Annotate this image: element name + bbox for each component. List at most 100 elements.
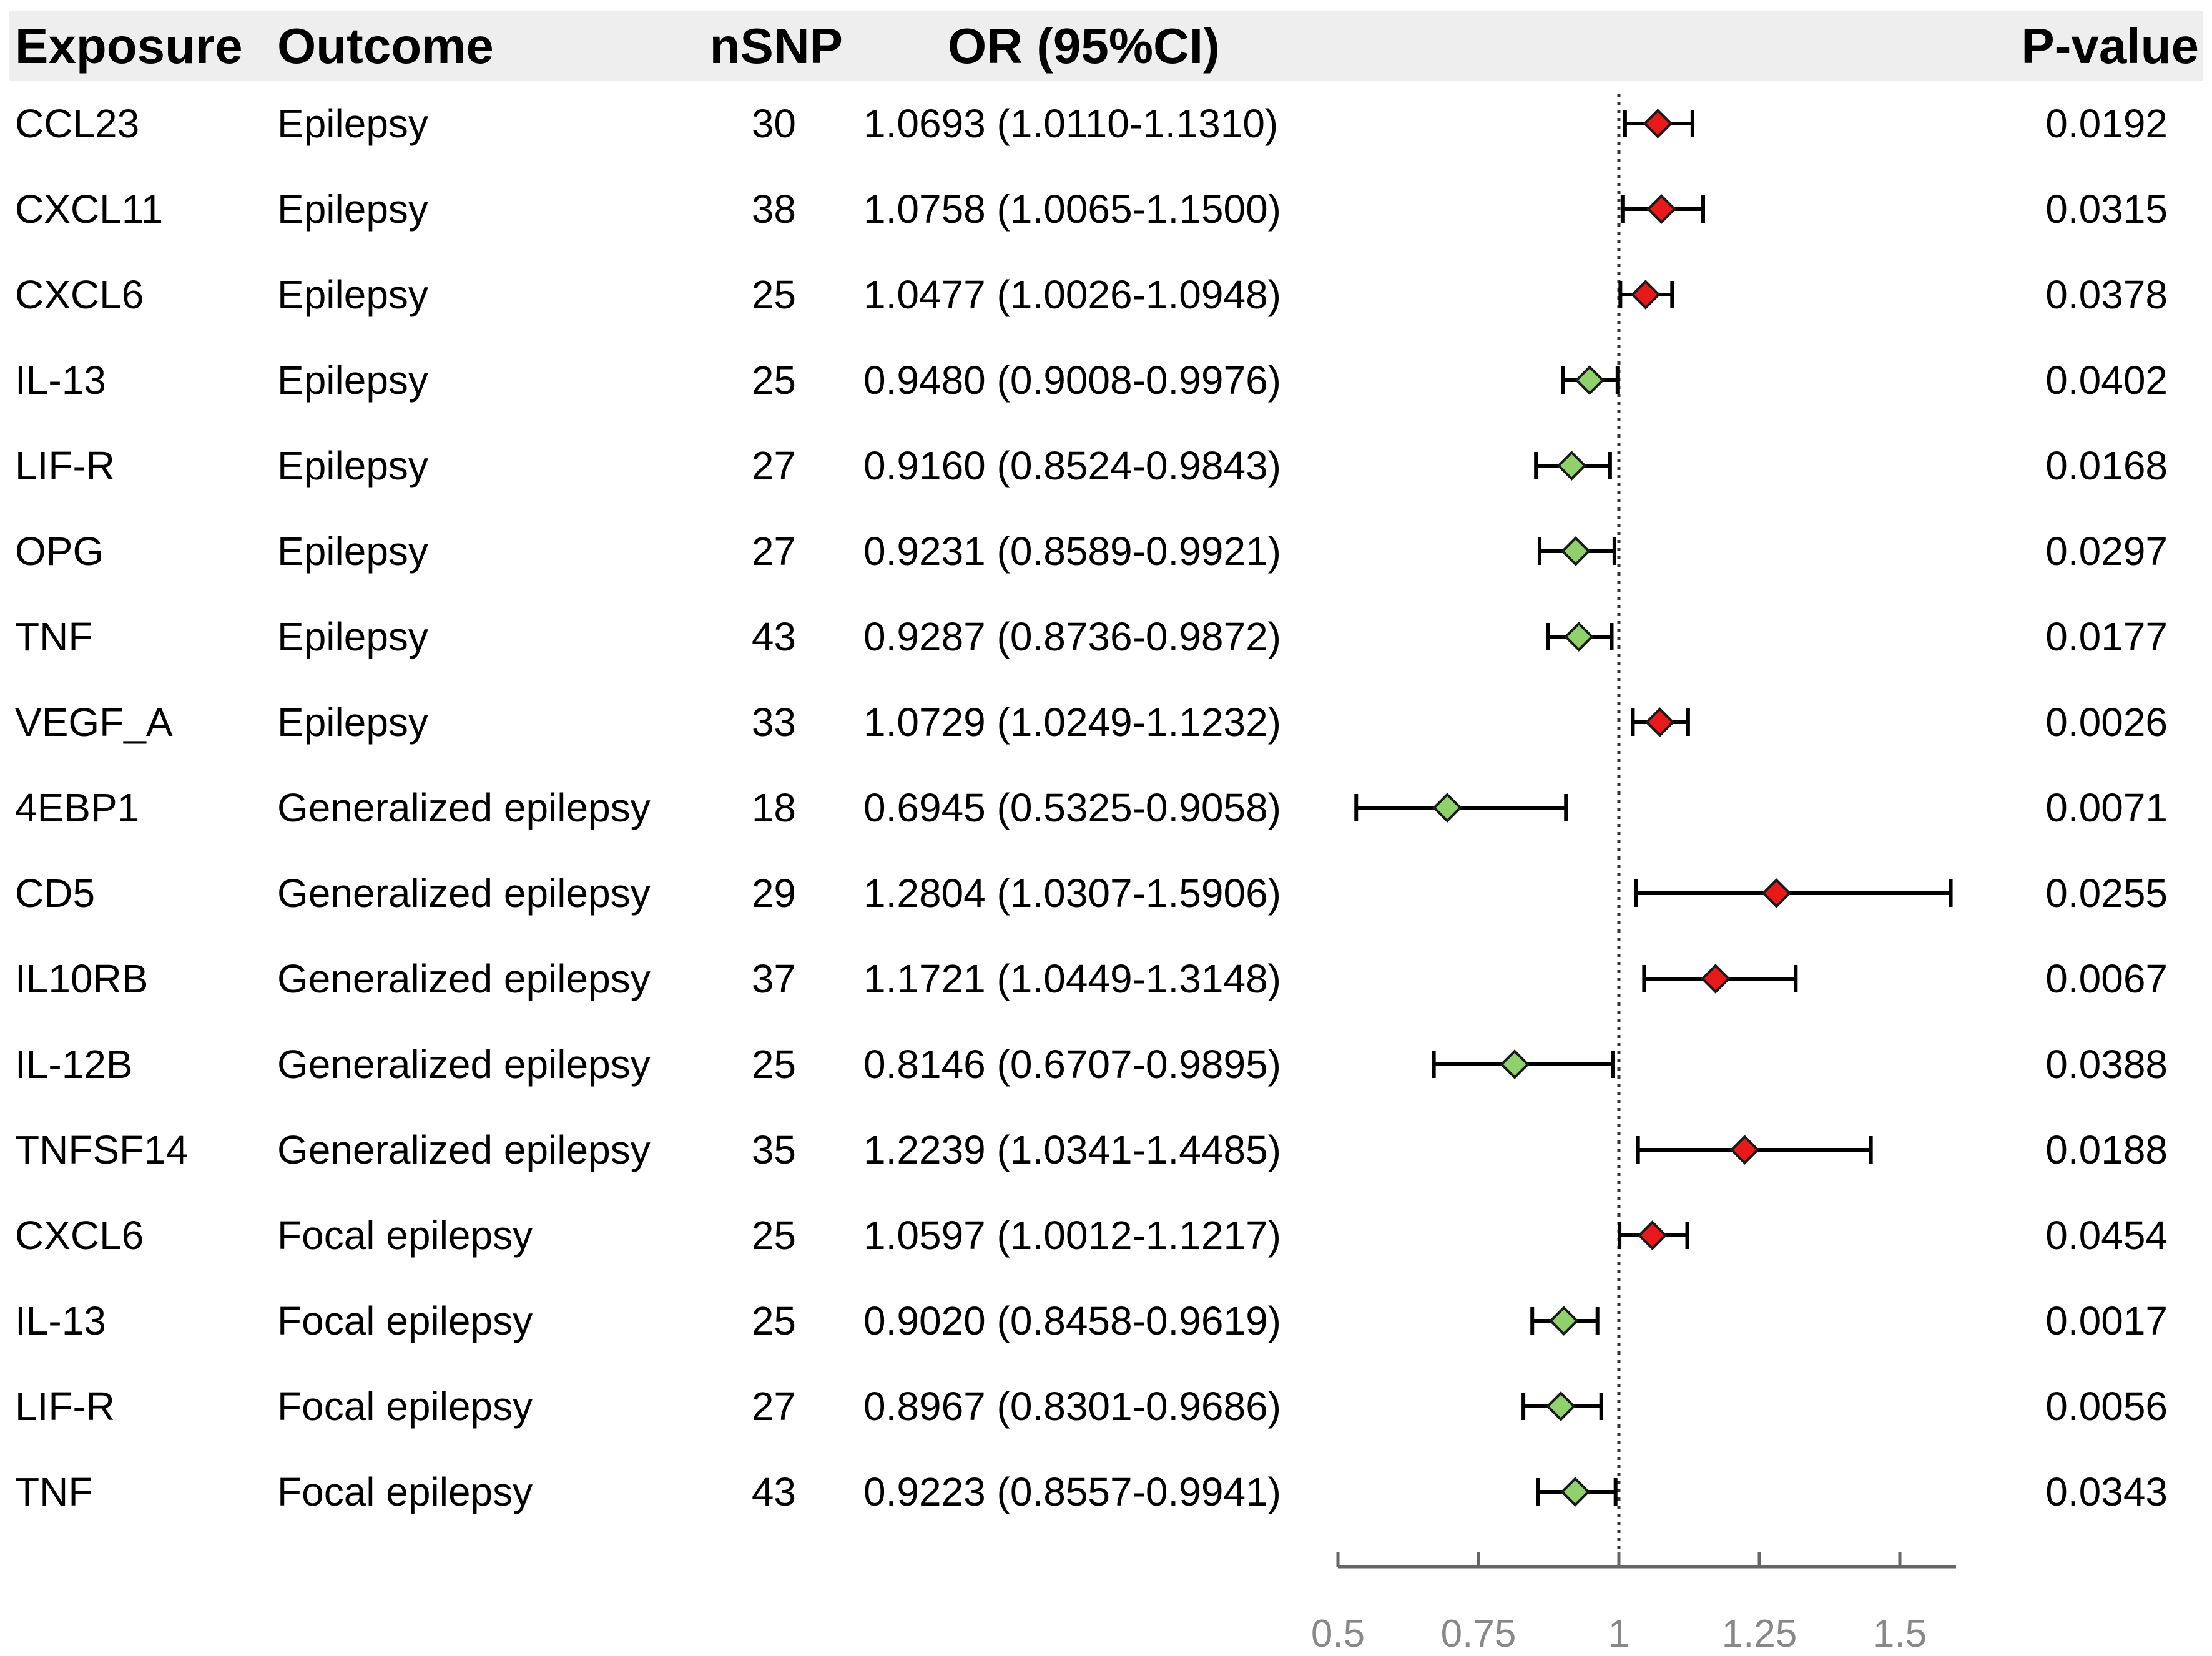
pvalue-cell: 0.0192 xyxy=(2045,101,2168,146)
or-point-marker xyxy=(1643,109,1673,139)
exposure-cell: IL10RB xyxy=(15,956,149,1001)
or-ci-cell: 0.9287 (0.8736-0.9872) xyxy=(863,614,1281,659)
pvalue-cell: 0.0168 xyxy=(2045,443,2168,488)
exposure-cell: IL-12B xyxy=(15,1042,133,1087)
nsnp-cell: 43 xyxy=(751,614,796,659)
pvalue-cell: 0.0255 xyxy=(2045,871,2168,916)
pvalue-cell: 0.0315 xyxy=(2045,187,2168,232)
x-axis-tick-label: 0.75 xyxy=(1441,1612,1516,1655)
header-outcome: Outcome xyxy=(277,18,494,74)
or-ci-cell: 1.2239 (1.0341-1.4485) xyxy=(863,1127,1281,1172)
exposure-cell: LIF-R xyxy=(15,1384,115,1429)
x-axis-tick-label: 0.5 xyxy=(1311,1612,1365,1655)
x-axis-tick-label: 1 xyxy=(1608,1612,1630,1655)
or-ci-cell: 1.0758 (1.0065-1.1500) xyxy=(863,187,1281,232)
outcome-cell: Generalized epilepsy xyxy=(277,871,651,916)
or-point-marker xyxy=(1432,793,1462,823)
outcome-cell: Epilepsy xyxy=(277,443,428,488)
exposure-cell: IL-13 xyxy=(15,1298,106,1343)
pvalue-cell: 0.0378 xyxy=(2045,272,2168,317)
or-ci-cell: 1.0477 (1.0026-1.0948) xyxy=(863,272,1281,317)
or-point-marker xyxy=(1500,1049,1530,1079)
outcome-cell: Epilepsy xyxy=(277,529,428,574)
or-point-marker xyxy=(1761,878,1792,908)
or-ci-cell: 0.8967 (0.8301-0.9686) xyxy=(863,1384,1281,1429)
exposure-cell: CXCL11 xyxy=(15,187,164,232)
or-point-marker xyxy=(1637,1220,1668,1250)
or-ci-cell: 0.9020 (0.8458-0.9619) xyxy=(863,1298,1281,1343)
nsnp-cell: 27 xyxy=(751,529,796,574)
or-ci-cell: 0.9160 (0.8524-0.9843) xyxy=(863,443,1281,488)
x-axis-tick-label: 1.25 xyxy=(1722,1612,1797,1655)
or-point-marker xyxy=(1701,964,1731,994)
nsnp-cell: 25 xyxy=(751,1042,796,1087)
nsnp-cell: 37 xyxy=(751,956,796,1001)
nsnp-cell: 33 xyxy=(751,700,796,745)
or-point-marker xyxy=(1646,194,1677,224)
outcome-cell: Epilepsy xyxy=(277,358,428,403)
exposure-cell: TNF xyxy=(15,1469,93,1514)
outcome-cell: Epilepsy xyxy=(277,187,428,232)
or-point-marker xyxy=(1560,536,1591,566)
outcome-cell: Focal epilepsy xyxy=(277,1213,533,1258)
outcome-cell: Focal epilepsy xyxy=(277,1298,533,1343)
header-nsnp: nSNP xyxy=(709,18,843,74)
pvalue-cell: 0.0177 xyxy=(2045,614,2168,659)
outcome-cell: Epilepsy xyxy=(277,272,428,317)
pvalue-cell: 0.0297 xyxy=(2045,529,2168,574)
or-ci-cell: 1.0597 (1.0012-1.1217) xyxy=(863,1213,1281,1258)
or-ci-cell: 0.8146 (0.6707-0.9895) xyxy=(863,1042,1281,1087)
pvalue-cell: 0.0067 xyxy=(2045,956,2168,1001)
or-point-marker xyxy=(1560,1477,1590,1507)
header-exposure: Exposure xyxy=(15,18,243,74)
nsnp-cell: 27 xyxy=(751,443,796,488)
nsnp-cell: 25 xyxy=(751,1213,796,1258)
or-point-marker xyxy=(1556,451,1587,481)
header-or: OR (95%CI) xyxy=(948,18,1220,74)
or-ci-cell: 1.0729 (1.0249-1.1232) xyxy=(863,700,1281,745)
or-point-marker xyxy=(1729,1135,1760,1165)
or-ci-cell: 1.0693 (1.0110-1.1310) xyxy=(863,101,1279,146)
outcome-cell: Generalized epilepsy xyxy=(277,1127,651,1172)
pvalue-cell: 0.0017 xyxy=(2045,1298,2168,1343)
or-point-marker xyxy=(1548,1306,1579,1336)
exposure-cell: CD5 xyxy=(15,871,96,916)
nsnp-cell: 25 xyxy=(751,272,796,317)
x-axis-tick-label: 1.5 xyxy=(1873,1612,1927,1655)
exposure-cell: VEGF_A xyxy=(15,700,173,745)
nsnp-cell: 29 xyxy=(751,871,796,916)
or-ci-cell: 0.9231 (0.8589-0.9921) xyxy=(863,529,1281,574)
or-point-marker xyxy=(1575,365,1605,395)
outcome-cell: Focal epilepsy xyxy=(277,1469,533,1514)
or-point-marker xyxy=(1564,622,1594,652)
pvalue-cell: 0.0056 xyxy=(2045,1384,2168,1429)
exposure-cell: TNFSF14 xyxy=(15,1127,189,1172)
pvalue-cell: 0.0343 xyxy=(2045,1469,2168,1514)
nsnp-cell: 25 xyxy=(751,1298,796,1343)
pvalue-cell: 0.0026 xyxy=(2045,700,2168,745)
or-point-marker xyxy=(1546,1391,1576,1421)
exposure-cell: OPG xyxy=(15,529,104,574)
exposure-cell: CXCL6 xyxy=(15,272,144,317)
or-ci-cell: 0.9223 (0.8557-0.9941) xyxy=(863,1469,1281,1514)
outcome-cell: Epilepsy xyxy=(277,614,428,659)
nsnp-cell: 27 xyxy=(751,1384,796,1429)
exposure-cell: CCL23 xyxy=(15,101,140,146)
outcome-cell: Epilepsy xyxy=(277,101,428,146)
exposure-cell: LIF-R xyxy=(15,443,115,488)
outcome-cell: Focal epilepsy xyxy=(277,1384,533,1429)
outcome-cell: Epilepsy xyxy=(277,700,428,745)
exposure-cell: TNF xyxy=(15,614,93,659)
pvalue-cell: 0.0402 xyxy=(2045,358,2168,403)
pvalue-cell: 0.0188 xyxy=(2045,1127,2168,1172)
nsnp-cell: 25 xyxy=(751,358,796,403)
or-ci-cell: 1.2804 (1.0307-1.5906) xyxy=(863,871,1281,916)
nsnp-cell: 38 xyxy=(751,187,796,232)
nsnp-cell: 43 xyxy=(751,1469,796,1514)
or-point-marker xyxy=(1644,707,1675,737)
nsnp-cell: 35 xyxy=(751,1127,796,1172)
header-pvalue: P-value xyxy=(2021,18,2199,74)
nsnp-cell: 30 xyxy=(751,101,796,146)
pvalue-cell: 0.0388 xyxy=(2045,1042,2168,1087)
